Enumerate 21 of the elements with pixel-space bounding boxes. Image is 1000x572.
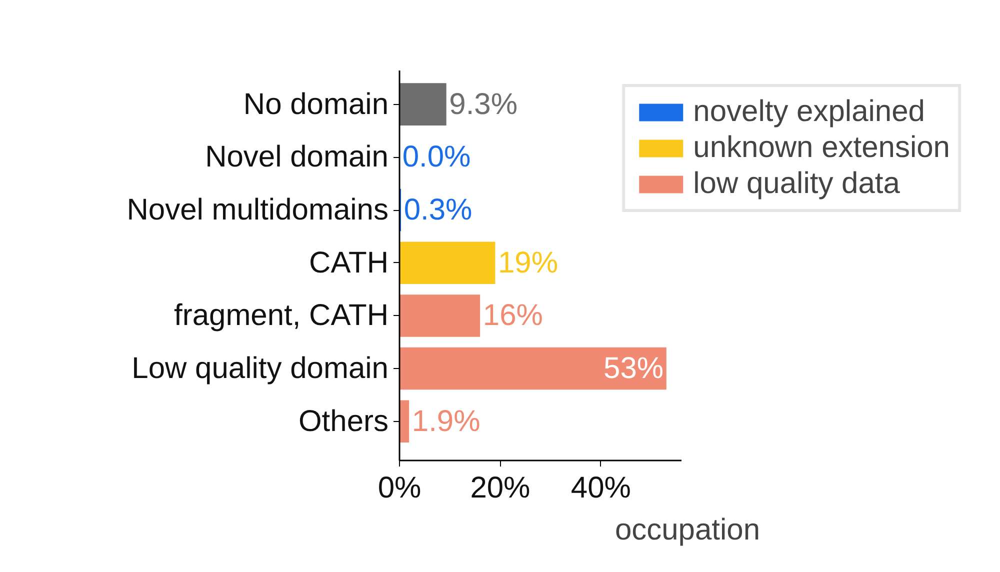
data-label: 16% bbox=[482, 299, 543, 332]
legend-label: novelty explained bbox=[693, 95, 925, 129]
y-tick-label: Novel multidomains bbox=[126, 194, 389, 227]
legend-label: unknown extension bbox=[693, 131, 950, 165]
y-tick-label: CATH bbox=[309, 246, 389, 280]
y-tick-label: Low quality domain bbox=[132, 352, 389, 386]
y-tick-label: No domain bbox=[243, 88, 388, 121]
x-axis-title: occupation bbox=[614, 514, 760, 546]
y-tick-label: Others bbox=[298, 404, 388, 438]
data-label: 53% bbox=[604, 352, 664, 386]
data-label: 9.3% bbox=[449, 88, 518, 121]
x-tick-label: 0% bbox=[378, 472, 422, 504]
data-label: 1.9% bbox=[412, 404, 480, 438]
data-label: 19% bbox=[498, 246, 558, 280]
y-tick-label: fragment, CATH bbox=[174, 299, 389, 332]
data-label: 0.0% bbox=[402, 140, 471, 174]
data-label: 0.3% bbox=[404, 194, 472, 227]
legend-label: low quality data bbox=[693, 167, 900, 201]
x-tick-label: 20% bbox=[470, 472, 530, 504]
x-tick-label: 40% bbox=[570, 472, 631, 504]
y-tick-label: Novel domain bbox=[205, 140, 389, 174]
